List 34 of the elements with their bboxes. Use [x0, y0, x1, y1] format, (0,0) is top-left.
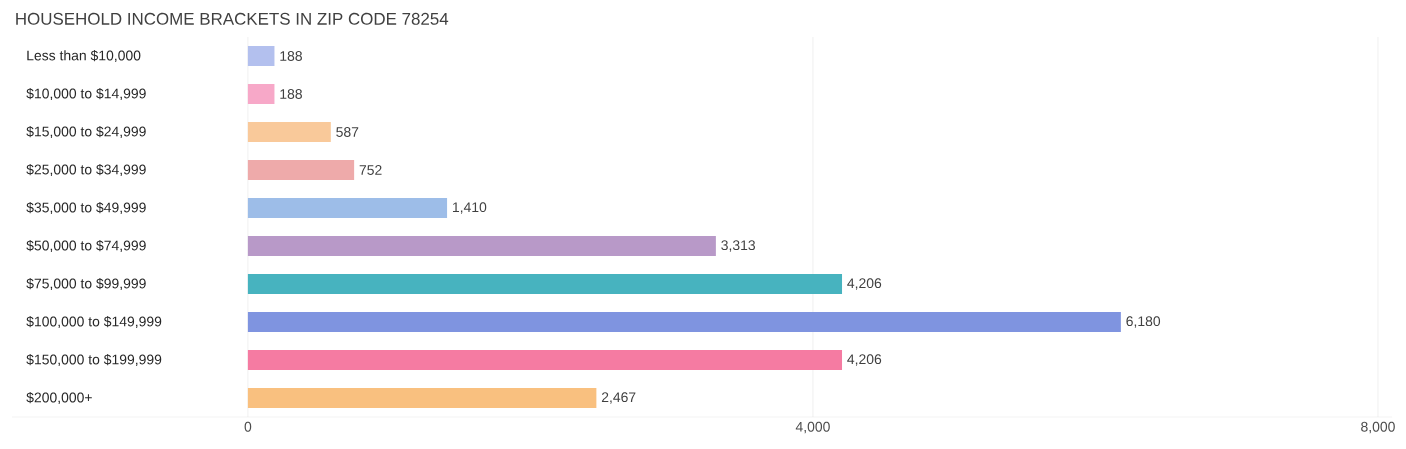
y-tick-label: $75,000 to $99,999	[26, 277, 146, 291]
bar	[247, 388, 597, 408]
data-label: 4,206	[847, 354, 882, 366]
y-tick-label: $15,000 to $24,999	[26, 125, 146, 139]
x-tick-label: 8,000	[1361, 421, 1395, 434]
y-tick-label: $50,000 to $74,999	[26, 239, 146, 253]
data-label: 188	[280, 89, 302, 99]
y-tick-label: $35,000 to $49,999	[26, 201, 146, 215]
bar	[247, 84, 275, 104]
y-tick-label: $10,000 to $14,999	[26, 87, 146, 101]
bar	[247, 122, 331, 142]
x-tick-label: 0	[244, 421, 252, 432]
bar	[247, 274, 843, 294]
data-label: 587	[336, 127, 359, 137]
y-tick-label: $25,000 to $34,999	[26, 163, 146, 177]
data-label: 4,206	[847, 278, 882, 290]
data-label: 188	[280, 51, 302, 61]
bar	[247, 160, 355, 180]
chart-title: HOUSEHOLD INCOME BRACKETS IN ZIP CODE 78254	[16, 12, 449, 25]
y-tick-label: $150,000 to $199,999	[26, 353, 162, 367]
bar	[247, 312, 1121, 332]
bar	[247, 198, 448, 218]
y-tick-label: $100,000 to $149,999	[26, 315, 162, 329]
data-label: 752	[359, 165, 382, 175]
bar	[247, 46, 275, 66]
x-tick-label: 4,000	[795, 421, 830, 434]
data-label: 3,313	[721, 240, 756, 252]
bar	[247, 236, 716, 256]
data-label: 1,410	[452, 202, 487, 214]
data-label: 6,180	[1126, 316, 1161, 328]
y-tick-label: Less than $10,000	[27, 49, 141, 63]
data-label: 2,467	[601, 392, 636, 404]
bar	[247, 350, 843, 370]
y-tick-label: $200,000+	[26, 391, 92, 405]
